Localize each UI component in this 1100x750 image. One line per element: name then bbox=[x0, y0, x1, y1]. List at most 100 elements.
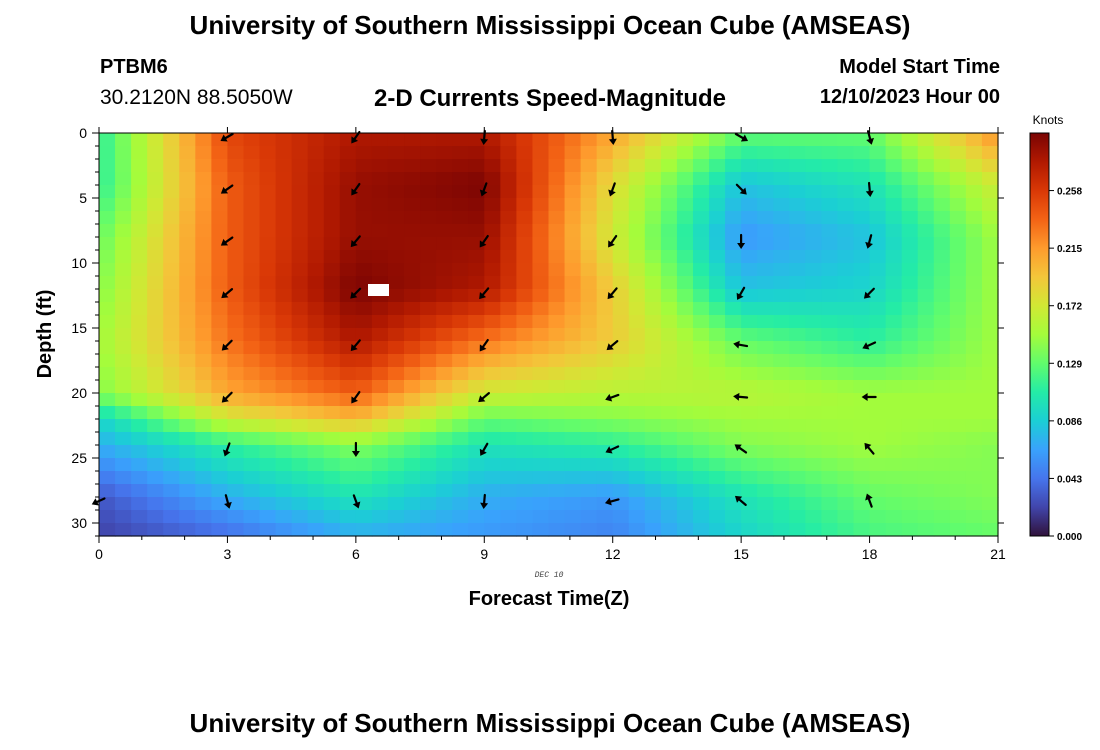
heatmap-cell bbox=[773, 458, 790, 472]
heatmap-cell bbox=[147, 224, 164, 238]
heatmap-cell bbox=[901, 263, 919, 277]
heatmap-cell bbox=[275, 146, 293, 160]
heatmap-cell bbox=[387, 341, 405, 355]
heatmap-cell bbox=[371, 224, 389, 238]
heatmap-cell bbox=[355, 523, 373, 537]
heatmap-cell bbox=[869, 172, 887, 186]
heatmap-cell bbox=[933, 185, 951, 199]
heatmap-cell bbox=[596, 432, 614, 446]
heatmap-cell bbox=[741, 445, 758, 459]
heatmap-cell bbox=[243, 380, 261, 394]
heatmap-cell bbox=[660, 172, 678, 186]
heatmap-cell bbox=[692, 328, 710, 342]
heatmap-cell bbox=[917, 458, 935, 472]
heatmap-cell bbox=[516, 419, 534, 433]
heatmap-cell bbox=[821, 432, 839, 446]
heatmap-cell bbox=[307, 250, 325, 264]
heatmap-cell bbox=[227, 237, 245, 251]
heatmap-cell bbox=[532, 263, 550, 277]
heatmap-cell bbox=[355, 471, 373, 485]
heatmap-cell bbox=[789, 302, 806, 316]
heatmap-cell bbox=[805, 393, 823, 407]
heatmap-cell bbox=[404, 354, 421, 368]
heatmap-cell bbox=[532, 133, 550, 147]
heatmap-cell bbox=[773, 185, 790, 199]
heatmap-cell bbox=[580, 406, 598, 420]
heatmap-cell bbox=[949, 341, 967, 355]
current-vector bbox=[733, 392, 749, 401]
heatmap-cell bbox=[981, 419, 999, 433]
heatmap-cell bbox=[468, 484, 485, 498]
heatmap-cell bbox=[532, 328, 550, 342]
heatmap-cell bbox=[339, 367, 357, 381]
heatmap-cell bbox=[307, 432, 325, 446]
heatmap-cell bbox=[564, 159, 582, 173]
current-vector bbox=[352, 494, 361, 509]
heatmap-cell bbox=[885, 354, 903, 368]
heatmap-cell bbox=[179, 250, 196, 264]
current-vector bbox=[91, 497, 106, 506]
heatmap-cell bbox=[676, 198, 694, 212]
heatmap-cell bbox=[981, 263, 999, 277]
heatmap-cell bbox=[468, 133, 485, 147]
heatmap-cell bbox=[773, 419, 790, 433]
heatmap-cell bbox=[869, 523, 887, 537]
heatmap-cell bbox=[227, 289, 245, 303]
heatmap-cell bbox=[660, 276, 678, 290]
heatmap-cell bbox=[99, 133, 116, 147]
heatmap-cell bbox=[596, 302, 614, 316]
heatmap-cell bbox=[917, 328, 935, 342]
heatmap-cell bbox=[259, 497, 277, 511]
heatmap-cell bbox=[981, 354, 999, 368]
heatmap-cell bbox=[307, 523, 325, 537]
heatmap-cell bbox=[917, 432, 935, 446]
heatmap-cell bbox=[612, 523, 630, 537]
heatmap-cell bbox=[484, 159, 501, 173]
heatmap-cell bbox=[612, 406, 630, 420]
heatmap-cell bbox=[99, 250, 116, 264]
heatmap-cell bbox=[564, 523, 582, 537]
heatmap-cell bbox=[516, 185, 534, 199]
heatmap-cell bbox=[323, 289, 341, 303]
heatmap-cell bbox=[580, 471, 598, 485]
heatmap-cell bbox=[532, 146, 550, 160]
heatmap-cell bbox=[99, 354, 116, 368]
heatmap-cell bbox=[404, 237, 421, 251]
heatmap-cell bbox=[548, 510, 566, 524]
y-axis-title: Depth (ft) bbox=[34, 290, 56, 379]
heatmap-cell bbox=[532, 315, 550, 329]
heatmap-cell bbox=[580, 497, 598, 511]
heatmap-cell bbox=[741, 237, 758, 251]
heatmap-cell bbox=[404, 380, 421, 394]
heatmap-cell bbox=[211, 458, 229, 472]
heatmap-cell bbox=[243, 159, 261, 173]
heatmap-cell bbox=[532, 159, 550, 173]
current-vector bbox=[734, 444, 748, 454]
heatmap-cell bbox=[580, 159, 598, 173]
heatmap-cell bbox=[387, 224, 405, 238]
heatmap-cell bbox=[981, 159, 999, 173]
heatmap-cell bbox=[949, 510, 967, 524]
heatmap-cell bbox=[195, 419, 212, 433]
heatmap-cell bbox=[580, 237, 598, 251]
heatmap-cell bbox=[404, 341, 421, 355]
heatmap-cell bbox=[885, 328, 903, 342]
y-tick-label: 5 bbox=[79, 190, 87, 206]
heatmap-cell bbox=[339, 341, 357, 355]
heatmap-cell bbox=[371, 198, 389, 212]
heatmap-cell bbox=[291, 237, 309, 251]
heatmap-cell bbox=[179, 406, 196, 420]
heatmap-cell bbox=[211, 432, 229, 446]
heatmap-cell bbox=[644, 133, 662, 147]
heatmap-cell bbox=[869, 224, 887, 238]
heatmap-cell bbox=[371, 159, 389, 173]
heatmap-cell bbox=[323, 263, 341, 277]
heatmap-cell bbox=[965, 523, 983, 537]
heatmap-cell bbox=[339, 458, 357, 472]
heatmap-cell bbox=[580, 393, 598, 407]
heatmap-cell bbox=[387, 510, 405, 524]
heatmap-cell bbox=[307, 419, 325, 433]
x-tick-label: 0 bbox=[95, 546, 103, 562]
heatmap-cell bbox=[644, 341, 662, 355]
heatmap-cell bbox=[227, 510, 245, 524]
